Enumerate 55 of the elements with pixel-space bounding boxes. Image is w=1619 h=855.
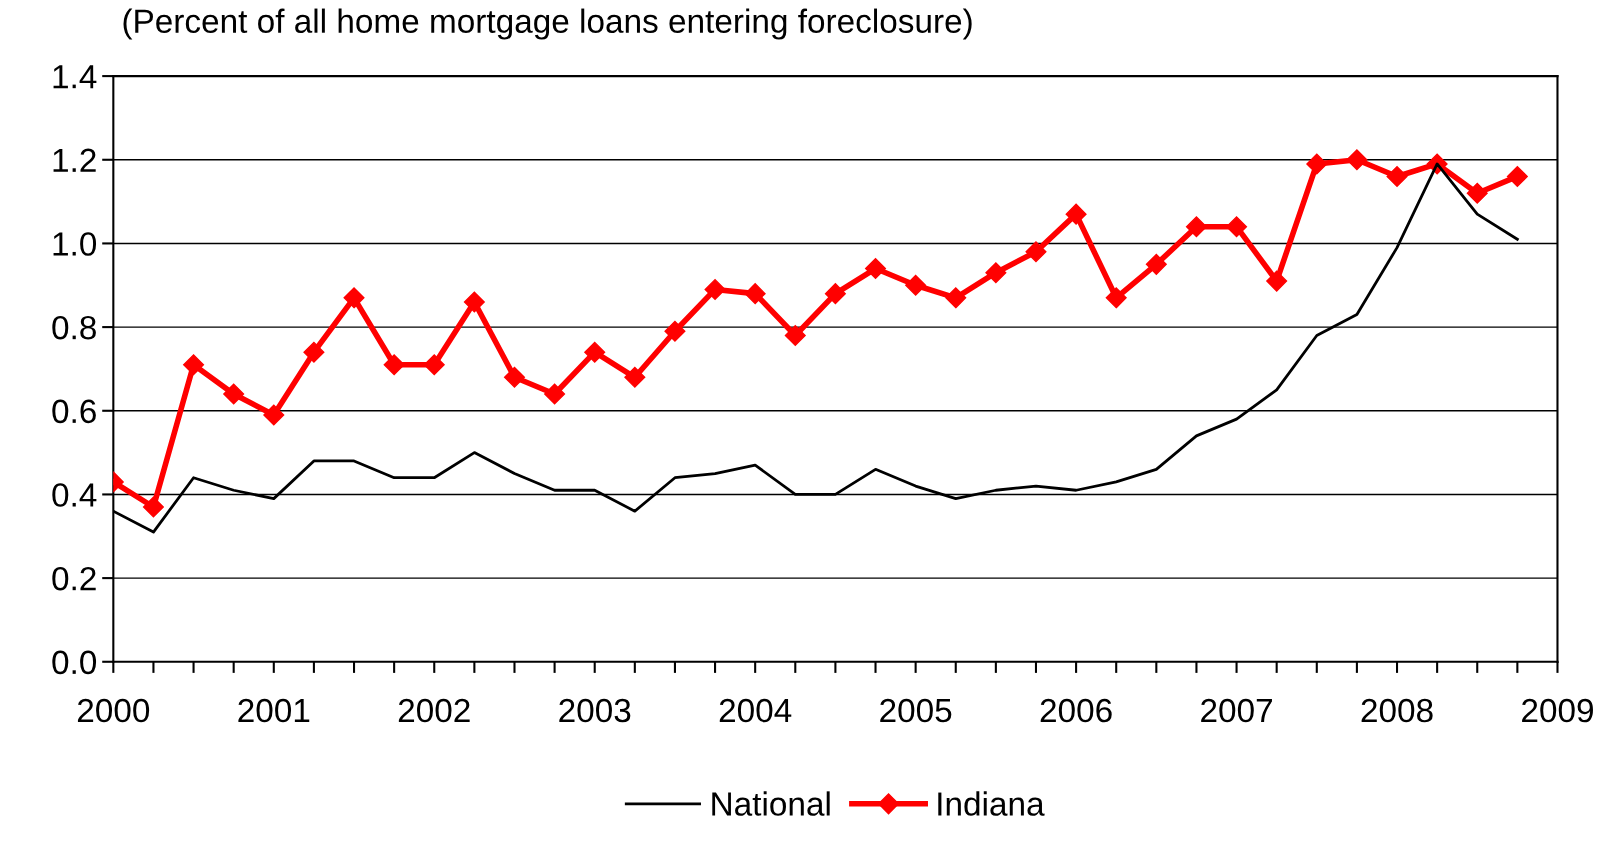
- y-tick-label: 0.6: [52, 399, 96, 424]
- point: [1506, 165, 1528, 188]
- point: [343, 287, 365, 309]
- point: [303, 341, 325, 363]
- point: [183, 354, 205, 376]
- point: [223, 383, 245, 405]
- point: [784, 324, 806, 346]
- point: [463, 291, 485, 313]
- x-tick-label: 2002: [398, 698, 470, 723]
- point: [1306, 153, 1328, 175]
- point: [503, 366, 525, 388]
- point: [1145, 253, 1167, 275]
- point: [624, 366, 646, 388]
- legend-label: National: [712, 791, 830, 816]
- x-tick-label: 2004: [719, 698, 792, 723]
- y-tick-label: 0.8: [52, 315, 96, 340]
- x-tick-label: 2003: [559, 698, 631, 723]
- point: [263, 404, 285, 426]
- point: [1226, 216, 1248, 238]
- legend-label: Indiana: [938, 791, 1045, 816]
- y-tick-label: 0.0: [52, 650, 97, 675]
- x-tick-label: 2007: [1201, 698, 1272, 723]
- point: [824, 283, 846, 305]
- point: [142, 496, 164, 518]
- point: [1266, 270, 1288, 292]
- point: [423, 354, 445, 376]
- point: [985, 262, 1007, 284]
- point: [1025, 241, 1047, 263]
- x-tick-label: 2008: [1361, 698, 1433, 723]
- point: [664, 320, 686, 342]
- point: [704, 278, 726, 300]
- point: [905, 274, 927, 296]
- y-tick-label: 1.0: [53, 232, 97, 256]
- point: [584, 341, 606, 363]
- chart-title: (Percent of all home mortgage loans entering foreclosure): [123, 8, 972, 40]
- point: [1346, 149, 1368, 171]
- point: [865, 258, 887, 280]
- point: [1466, 182, 1488, 204]
- y-tick-label: 0.2: [52, 566, 96, 591]
- point: [383, 354, 405, 376]
- point: [544, 383, 566, 405]
- x-tick-label: 2009: [1522, 698, 1593, 723]
- point: [744, 283, 766, 305]
- point: [945, 287, 967, 309]
- y-tick-label: 1.4: [53, 65, 97, 89]
- y-tick-label: 1.2: [53, 148, 96, 172]
- x-tick-label: 2001: [238, 698, 310, 723]
- x-tick-label: 2005: [880, 698, 952, 723]
- x-tick-label: 2000: [77, 698, 150, 723]
- point: [1386, 165, 1408, 188]
- y-tick-label: 0.4: [52, 483, 97, 507]
- point: [1065, 203, 1087, 225]
- point: [1105, 287, 1127, 309]
- x-tick-label: 2006: [1040, 698, 1112, 723]
- point: [1185, 216, 1207, 238]
